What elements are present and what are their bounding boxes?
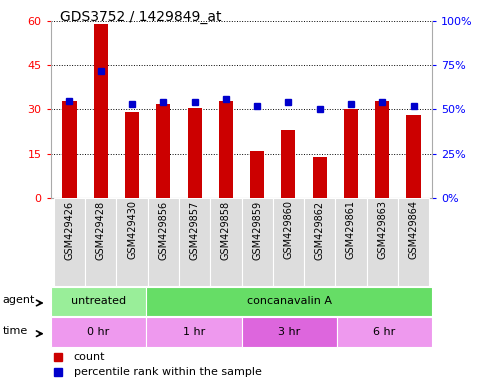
Bar [407,115,421,198]
Bar [313,157,327,198]
Text: GSM429430: GSM429430 [127,200,137,260]
FancyBboxPatch shape [51,318,146,347]
Text: concanavalin A: concanavalin A [247,296,332,306]
Bar [375,101,389,198]
Text: GDS3752 / 1429849_at: GDS3752 / 1429849_at [60,10,222,23]
Bar [219,101,233,198]
Bar [282,130,296,198]
Text: 6 hr: 6 hr [373,327,396,337]
Bar [250,151,264,198]
Text: 0 hr: 0 hr [87,327,110,337]
Bar [62,101,76,198]
FancyBboxPatch shape [304,198,335,286]
Text: GSM429860: GSM429860 [284,200,293,260]
Text: GSM429426: GSM429426 [65,200,74,260]
FancyBboxPatch shape [148,198,179,286]
Bar [187,108,201,198]
Text: GSM429858: GSM429858 [221,200,231,260]
FancyBboxPatch shape [335,198,367,286]
Text: GSM429856: GSM429856 [158,200,168,260]
Text: time: time [2,326,28,336]
FancyBboxPatch shape [367,198,398,286]
FancyBboxPatch shape [273,198,304,286]
Text: GSM429859: GSM429859 [252,200,262,260]
FancyBboxPatch shape [146,287,432,316]
Text: GSM429864: GSM429864 [409,200,418,260]
FancyBboxPatch shape [51,287,146,316]
Bar [156,104,170,198]
Text: GSM429857: GSM429857 [190,200,199,260]
Text: 3 hr: 3 hr [278,327,300,337]
FancyBboxPatch shape [242,198,273,286]
FancyBboxPatch shape [242,318,337,347]
Bar [94,24,108,198]
Text: percentile rank within the sample: percentile rank within the sample [73,367,261,377]
Text: GSM429428: GSM429428 [96,200,106,260]
Text: GSM429863: GSM429863 [377,200,387,260]
FancyBboxPatch shape [337,318,432,347]
Text: count: count [73,352,105,362]
Bar [125,113,139,198]
Text: GSM429862: GSM429862 [315,200,325,260]
FancyBboxPatch shape [398,198,429,286]
Text: 1 hr: 1 hr [183,327,205,337]
FancyBboxPatch shape [85,198,116,286]
FancyBboxPatch shape [179,198,210,286]
FancyBboxPatch shape [146,318,242,347]
FancyBboxPatch shape [54,198,85,286]
Text: GSM429861: GSM429861 [346,200,356,260]
Text: untreated: untreated [71,296,126,306]
Text: agent: agent [2,295,35,305]
FancyBboxPatch shape [210,198,242,286]
FancyBboxPatch shape [116,198,148,286]
Bar [344,109,358,198]
